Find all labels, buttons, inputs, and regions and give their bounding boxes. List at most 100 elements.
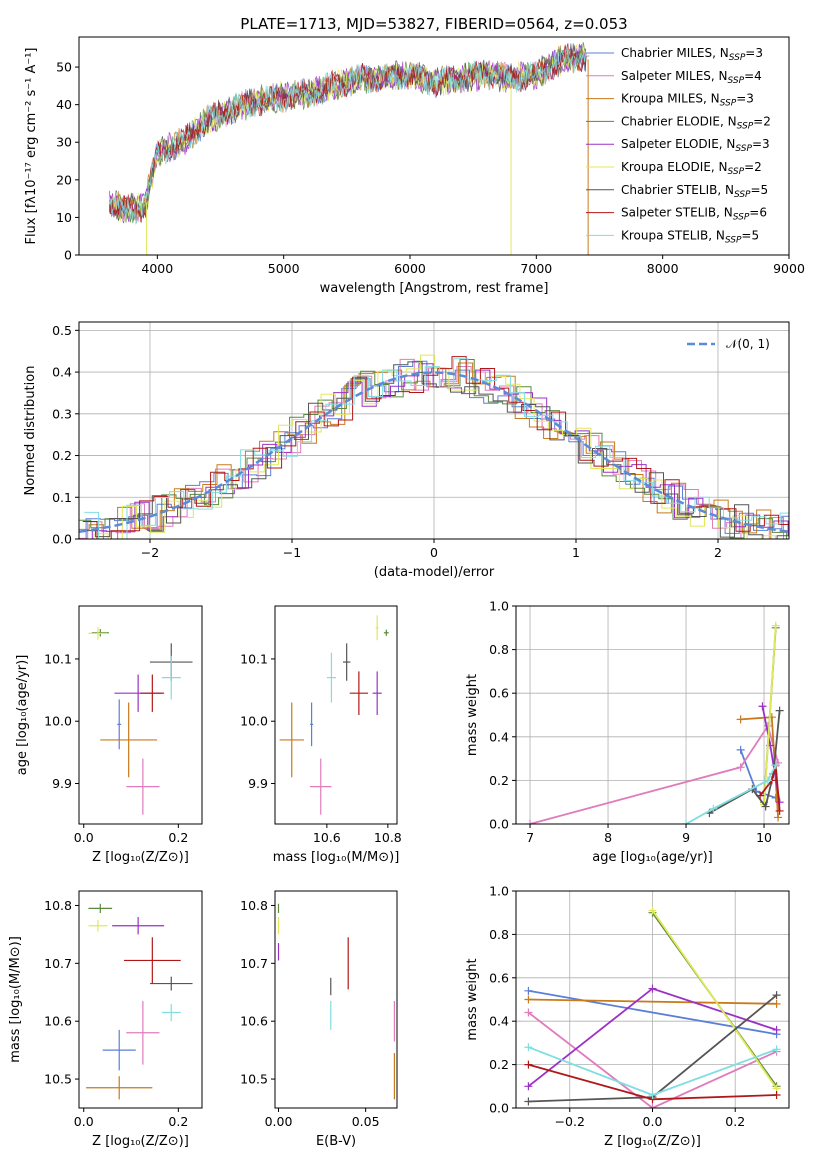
x-tick-label: 2	[714, 545, 722, 560]
errorbar-point	[91, 629, 109, 637]
errorbar-point	[86, 1076, 153, 1100]
histogram-salpeter-stelib	[82, 356, 789, 539]
weight-marker	[524, 1008, 533, 1017]
x-tick-label: 7	[526, 830, 534, 845]
legend-suffix: =5	[741, 228, 759, 242]
y-axis-label: mass weight	[465, 674, 480, 756]
x-axis-label: mass [log₁₀(M/M⊙)]	[273, 850, 400, 865]
x-tick-label: 0.0	[643, 1114, 663, 1129]
errorbar-point	[140, 674, 165, 712]
y-tick-label: 10.8	[44, 898, 72, 913]
legend-label: Kroupa MILES, N	[621, 92, 720, 106]
weight-line	[759, 764, 781, 811]
legend-sub: SSP	[735, 144, 752, 154]
y-tick-label: 0.1	[52, 490, 72, 505]
y-tick-label: 10.1	[44, 651, 72, 666]
weight-vs-age-panel: 7 8 9 10 0.0 0.2 0.4 0.6 0.8 1.0 age [log₁₀(age/yr…	[465, 599, 790, 865]
errorbar-point	[88, 919, 108, 932]
weight-marker	[709, 804, 718, 813]
legend-sub: SSP	[729, 53, 746, 63]
legend-entry: 𝒩(0, 1)	[726, 337, 770, 351]
histograms	[79, 354, 789, 539]
legend-sub: SSP	[733, 213, 750, 223]
errorbar-point	[310, 702, 314, 747]
age-vs-Z-panel: 0.0 0.2 9.9 10.0 10.1 Z [log₁₀(Z/Z⊙)] age [log…	[15, 605, 203, 865]
x-tick-label: 0.00	[265, 1114, 293, 1129]
weight-marker	[774, 813, 783, 822]
age-vs-mass-panel: 10.6 10.8 9.9 10.0 10.1 mass [log₁₀(M/M⊙)]	[240, 605, 402, 865]
legend-entry: Salpeter ELODIE, NSSP=3	[621, 137, 770, 154]
x-tick-label: −2	[141, 545, 159, 560]
legend-label: Salpeter STELIB, N	[621, 206, 733, 220]
y-tick-label: 50	[56, 60, 72, 75]
gaussian-curve	[79, 371, 789, 533]
weight-marker	[758, 702, 767, 711]
errorbar-point	[117, 699, 122, 750]
x-axis-label: E(B-V)	[316, 1134, 356, 1149]
x-tick-label: 8000	[647, 261, 679, 276]
y-tick-label: 10.7	[240, 956, 268, 971]
legend-sub: SSP	[728, 76, 745, 86]
errorbar-point	[372, 671, 382, 715]
x-tick-label: 4000	[141, 261, 173, 276]
y-tick-label: 10.0	[44, 714, 72, 729]
x-tick-label: 0	[430, 545, 438, 560]
weight-marker	[761, 802, 770, 811]
errorbar-point	[88, 903, 113, 913]
weight-marker	[736, 763, 745, 772]
x-tick-label: 0.2	[725, 1114, 745, 1129]
legend-entry: Salpeter MILES, NSSP=4	[621, 69, 762, 86]
y-tick-label: 0.3	[52, 406, 72, 421]
histogram-kroupa-elodie	[79, 354, 789, 539]
x-axis-label: age [log₁₀(age/yr)]	[592, 850, 713, 865]
weight-line	[651, 909, 778, 1090]
y-axis-label: mass weight	[465, 958, 480, 1040]
legend-sub: SSP	[737, 121, 754, 131]
y-tick-label: 10.6	[44, 1014, 72, 1029]
y-tick-label: 9.9	[52, 776, 72, 791]
y-tick-label: 0.2	[52, 448, 72, 463]
legend-suffix: =3	[752, 137, 770, 151]
weight-marker	[682, 820, 691, 824]
axes-frame	[515, 605, 790, 825]
weight-vs-Z-panel: −0.2 0.0 0.2 0.0 0.2 0.4 0.6 0.8 1.0 Z [log₁₀(Z/Z…	[465, 884, 790, 1149]
x-tick-label: 0.2	[168, 830, 188, 845]
weight-line	[528, 998, 777, 1005]
x-axis-label: Z [log₁₀(Z/Z⊙)]	[604, 1134, 701, 1149]
weight-marker	[772, 1045, 781, 1054]
errorbar-point	[375, 615, 379, 641]
legend-entry: Chabrier MILES, NSSP=3	[621, 46, 763, 63]
weight-marker	[736, 715, 745, 724]
x-tick-label: 10.8	[374, 830, 402, 845]
x-axis-label: Z [log₁₀(Z/Z⊙)]	[92, 1134, 189, 1149]
legend-label: Salpeter ELODIE, N	[621, 137, 735, 151]
y-tick-label: 0	[64, 248, 72, 263]
weight-marker	[524, 995, 533, 1004]
legend-entry: Kroupa STELIB, NSSP=5	[621, 228, 759, 245]
axes-frame	[515, 890, 790, 1109]
figure-title: PLATE=1713, MJD=53827, FIBERID=0564, z=0…	[240, 15, 627, 33]
y-tick-label: 10.6	[240, 1014, 268, 1029]
legend-suffix: =2	[753, 114, 771, 128]
weight-marker	[756, 791, 765, 800]
errorbar-point	[112, 917, 165, 935]
y-tick-label: 0.6	[489, 970, 509, 985]
x-tick-label: 1	[572, 545, 580, 560]
x-tick-label: 6000	[394, 261, 426, 276]
legend-entry: Kroupa MILES, NSSP=3	[621, 92, 754, 109]
x-tick-label: 0.05	[352, 1114, 380, 1129]
axes-frame	[274, 890, 398, 1109]
weight-line	[527, 1011, 777, 1108]
y-tick-label: 10	[56, 210, 72, 225]
y-tick-label: 10.1	[240, 651, 268, 666]
errorbar-point	[343, 643, 351, 681]
x-tick-label: 9000	[773, 261, 805, 276]
errorbar-point	[126, 758, 160, 815]
errorbar-point	[126, 1000, 160, 1065]
weight-marker	[775, 806, 784, 815]
spectrum-kroupa-stelib	[108, 47, 590, 225]
y-axis-label: Normed distribution	[23, 366, 38, 496]
weight-lines	[526, 621, 784, 824]
y-tick-label: 0.4	[489, 729, 509, 744]
